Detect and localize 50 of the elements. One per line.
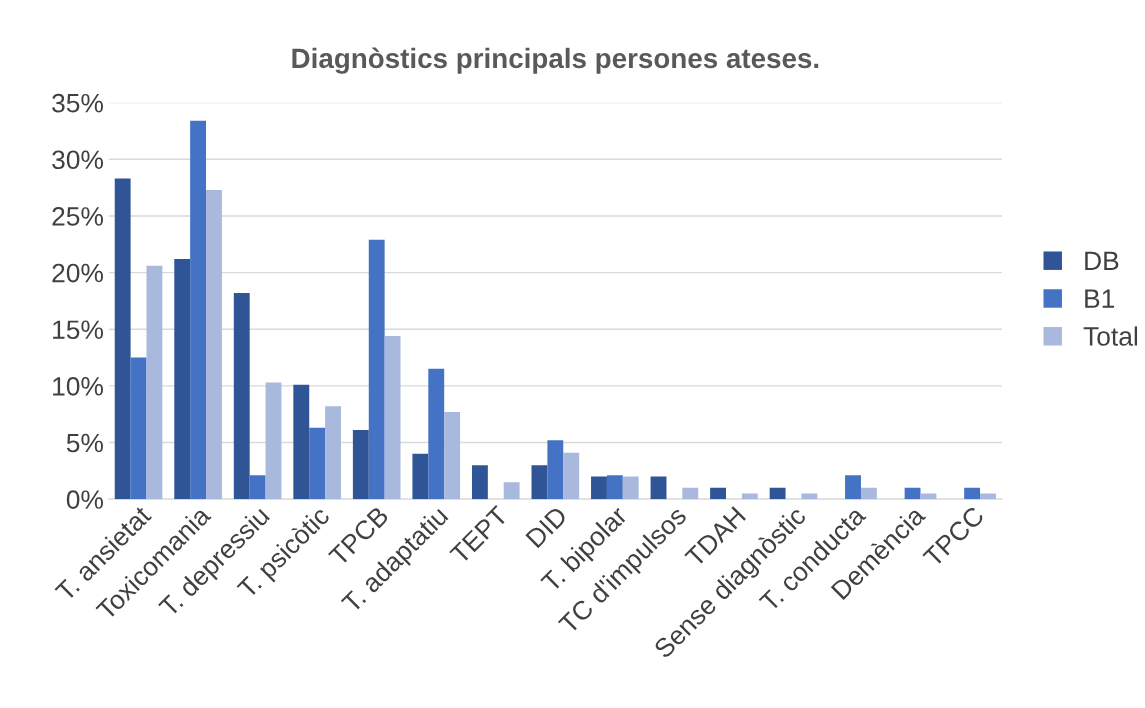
bar	[309, 427, 326, 500]
bar	[368, 239, 385, 500]
bar	[801, 493, 818, 500]
bar	[293, 384, 310, 500]
bar	[682, 487, 699, 500]
y-tick-label: 25%	[52, 207, 103, 226]
bar	[114, 178, 131, 500]
bar	[146, 265, 163, 500]
y-tick-label: 30%	[52, 150, 103, 170]
bar	[412, 453, 429, 500]
bar	[980, 493, 996, 500]
legend-label: Total	[1083, 326, 1138, 346]
bar	[606, 475, 623, 500]
bar	[503, 482, 520, 500]
bar	[325, 406, 341, 500]
bar	[591, 476, 607, 500]
bar	[174, 258, 191, 500]
y-tick-label: 5%	[66, 433, 103, 453]
bar	[563, 452, 580, 500]
bar	[265, 382, 282, 500]
bar	[741, 493, 758, 500]
bar	[920, 493, 937, 500]
y-tick-label: 10%	[53, 376, 103, 396]
bar	[547, 440, 564, 500]
bar	[531, 465, 548, 500]
bar	[206, 189, 222, 500]
bar	[845, 475, 861, 500]
bar	[650, 476, 667, 500]
bar	[352, 430, 369, 500]
bar	[428, 368, 445, 500]
bar	[384, 336, 401, 500]
bar	[769, 487, 786, 500]
bar	[471, 465, 488, 500]
bar	[190, 120, 207, 500]
bar	[964, 487, 981, 500]
bar	[622, 476, 639, 500]
bar	[860, 487, 877, 500]
bar	[130, 357, 147, 500]
bar	[233, 292, 250, 500]
bar	[904, 487, 921, 500]
bar	[249, 475, 266, 500]
y-tick-label: 20%	[52, 263, 103, 283]
legend-label: B1	[1085, 289, 1115, 308]
chart-title: Diagnòstics principals persones ateses.	[292, 47, 819, 74]
legend-label: DB	[1085, 251, 1119, 270]
bar	[710, 487, 727, 500]
y-tick-label: 15%	[53, 320, 103, 340]
y-tick-label: 35%	[52, 93, 103, 113]
y-tick-label: 0%	[66, 490, 103, 509]
bar	[444, 411, 461, 500]
